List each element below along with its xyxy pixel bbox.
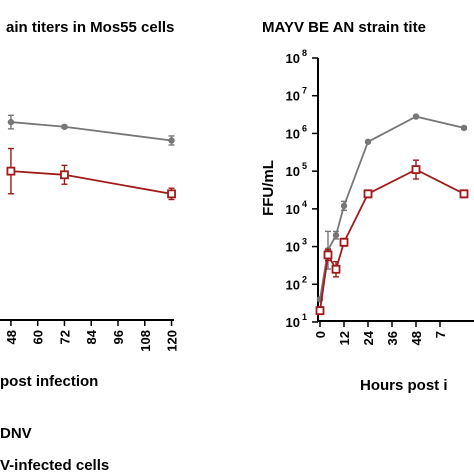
left-x-ticks: 48 60 72 84 96 108 120 [4, 320, 180, 352]
right-y-tick-exponent: 4 [302, 199, 307, 209]
left-grey-point [7, 118, 15, 126]
right-x-tick-label: 12 [337, 331, 352, 345]
right-x-tick-label: 7 [433, 331, 448, 338]
right-y-tick-label: 10 [286, 89, 300, 104]
left-chart-title: ain titers in Mos55 cells [6, 19, 174, 36]
left-x-tick-label: 60 [31, 330, 46, 344]
right-y-tick-exponent: 5 [302, 161, 307, 171]
right-red-point [459, 189, 469, 199]
right-y-tick-exponent: 7 [302, 86, 307, 96]
right-chart-title: MAYV BE AN strain tite [262, 19, 426, 36]
left-x-tick-label: 48 [4, 330, 19, 344]
legend-entry-2: V-infected cells [0, 457, 109, 474]
right-red-point [363, 189, 373, 199]
right-grey-point [332, 232, 340, 239]
right-y-tick-exponent: 8 [302, 48, 307, 58]
right-y-tick-label: 10 [286, 277, 300, 292]
right-grey-point [412, 113, 420, 120]
right-x-ticks: 0 12 24 36 48 7 [313, 321, 448, 345]
right-grey-point [460, 124, 468, 132]
right-y-tick-label: 10 [286, 51, 300, 66]
right-x-tick-label: 48 [409, 331, 424, 345]
right-y-tick-label: 10 [286, 202, 300, 217]
right-y-tick-exponent: 1 [302, 312, 307, 322]
left-red-point [167, 189, 176, 199]
right-y-tick-label: 10 [286, 164, 300, 179]
left-x-tick-label: 108 [138, 330, 153, 352]
right-x-tick-label: 24 [361, 330, 376, 345]
left-red-line [10, 170, 172, 195]
legend-entry-1: DNV [0, 425, 32, 442]
left-x-tick-label: 72 [57, 330, 72, 344]
left-x-label: post infection [0, 373, 98, 390]
left-x-tick-label: 120 [165, 330, 180, 352]
right-y-tick-label: 10 [286, 315, 300, 330]
right-grey-point [340, 202, 348, 210]
right-y-tick-label: 10 [286, 240, 300, 255]
right-red-point [331, 264, 341, 274]
right-x-tick-label: 36 [385, 331, 400, 345]
right-y-tick-label: 10 [286, 126, 300, 141]
left-grey-line [10, 121, 172, 142]
right-y-tick-exponent: 2 [302, 274, 307, 284]
left-red-point [60, 170, 69, 180]
right-y-label: FFU/mL [260, 160, 277, 216]
right-y-tick-exponent: 6 [302, 123, 307, 133]
left-x-tick-label: 84 [84, 329, 99, 344]
right-chart: MAYV BE AN strain tite FFU/mL 10 110 210 31… [260, 19, 474, 394]
right-x-label: Hours post i [360, 377, 448, 394]
left-chart: ain titers in Mos55 cells 48 60 72 84 96 108 1… [0, 19, 180, 390]
left-series [6, 114, 176, 201]
right-red-point [339, 237, 349, 247]
left-grey-point [168, 137, 175, 144]
right-red-point [411, 165, 421, 174]
right-red-point [315, 306, 325, 316]
right-series [315, 113, 469, 316]
left-grey-point [61, 123, 68, 130]
right-grey-point [364, 138, 372, 145]
right-red-point [323, 250, 333, 260]
left-red-point [6, 166, 16, 176]
right-y-tick-exponent: 3 [302, 237, 307, 247]
left-x-tick-label: 96 [111, 330, 126, 344]
right-x-tick-label: 0 [313, 331, 328, 338]
